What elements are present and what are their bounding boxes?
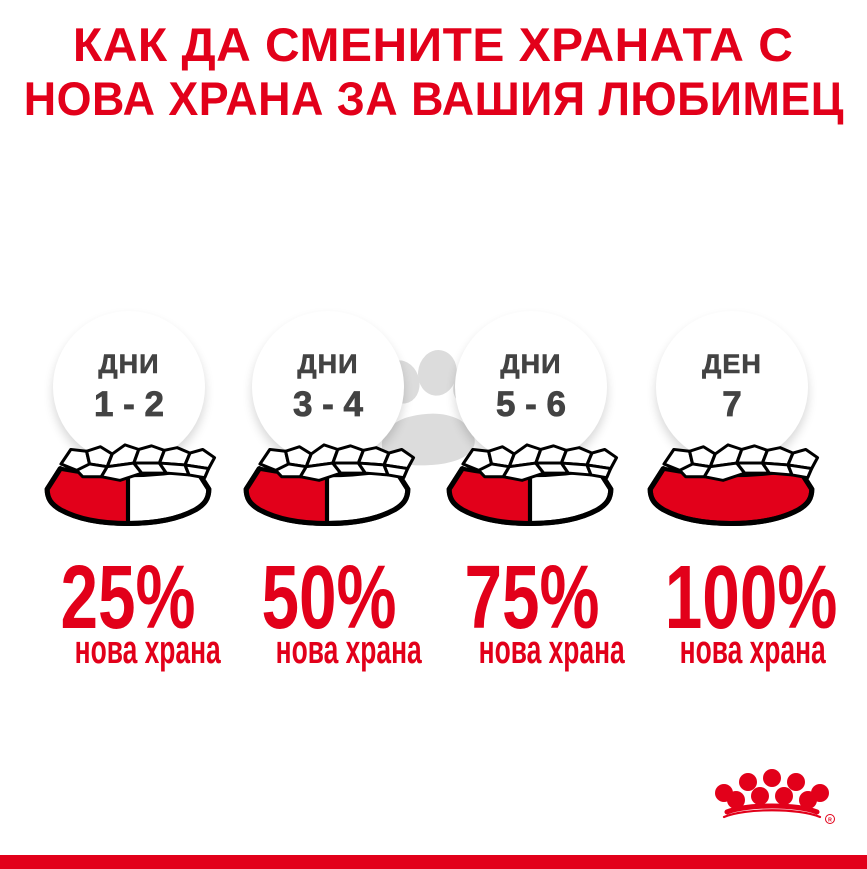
svg-text:R: R	[828, 817, 832, 823]
